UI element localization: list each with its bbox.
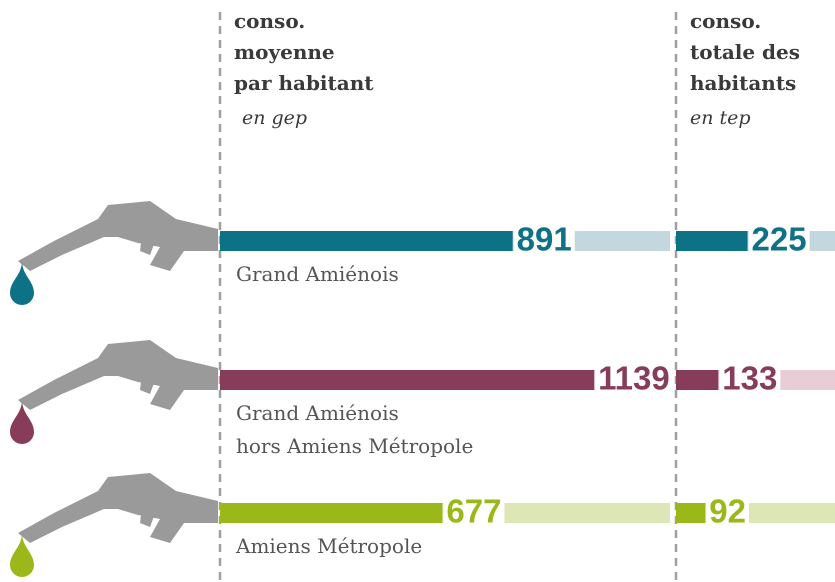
label-gap	[719, 370, 781, 390]
drop	[10, 400, 34, 444]
bar	[676, 503, 706, 523]
value-label: 133	[722, 360, 777, 397]
value-label: 225	[752, 221, 807, 258]
column-title: par habitant	[234, 71, 374, 95]
nozzle	[18, 201, 218, 271]
value-label: 891	[517, 221, 572, 258]
category-label: Grand Amiénois	[236, 401, 399, 425]
pump-icon	[10, 201, 218, 305]
column-title: habitants	[690, 71, 796, 95]
column-subtitle: en gep	[242, 107, 307, 129]
nozzle	[18, 340, 218, 410]
bar	[220, 503, 443, 523]
nozzle	[18, 473, 218, 543]
column-title: moyenne	[234, 40, 335, 64]
value-label: 677	[446, 493, 501, 530]
column-title: totale des	[690, 40, 800, 64]
label-gap	[748, 231, 810, 251]
category-label: Grand Amiénois	[236, 262, 399, 286]
bar	[220, 370, 595, 390]
drop	[10, 261, 34, 305]
bar	[676, 231, 748, 251]
column-subtitle: en tep	[690, 107, 751, 129]
category-label: hors Amiens Métropole	[236, 434, 473, 458]
value-label: 92	[709, 493, 746, 530]
label-gap	[513, 231, 575, 251]
category-label: Amiens Métropole	[235, 534, 422, 558]
pump-icon	[10, 473, 218, 577]
drop	[10, 533, 34, 577]
value-label: 1139	[598, 360, 670, 397]
label-gap	[443, 503, 505, 523]
column-title: conso.	[234, 9, 305, 33]
label-gap	[595, 370, 673, 390]
bar	[220, 231, 513, 251]
bar	[676, 370, 719, 390]
label-gap	[706, 503, 749, 523]
column-title: conso.	[690, 9, 761, 33]
pump-icon	[10, 340, 218, 444]
